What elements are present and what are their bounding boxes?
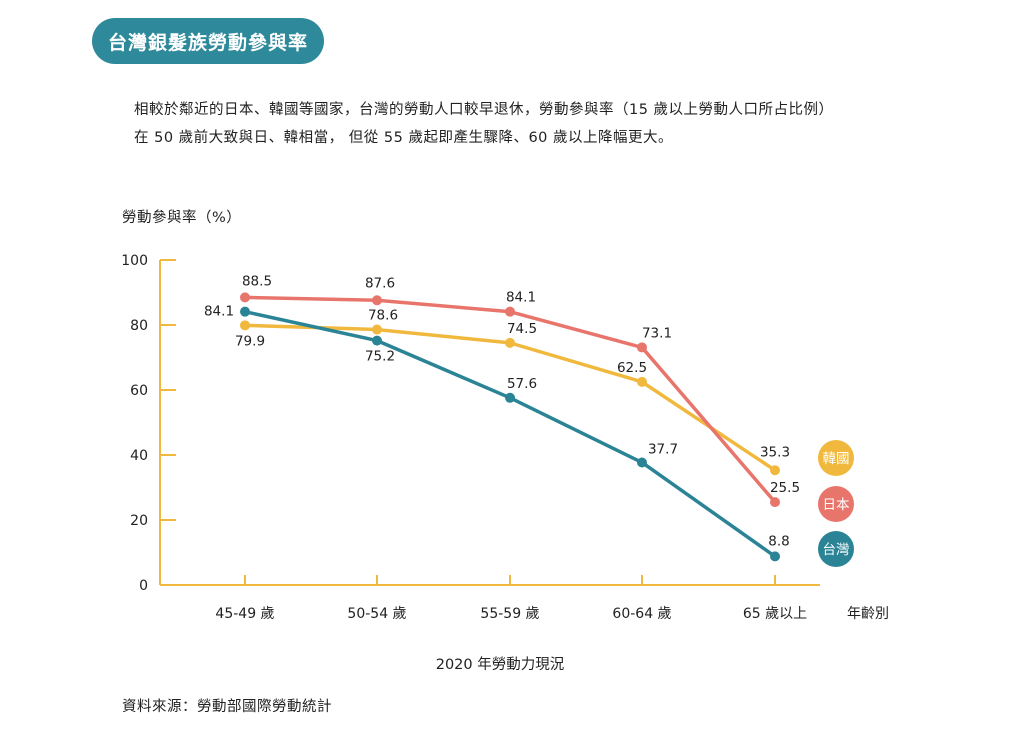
legend-label: 日本	[823, 497, 851, 513]
source-note: 資料來源：勞動部國際勞動統計	[122, 699, 332, 715]
data-point	[770, 497, 780, 508]
data-point	[240, 320, 250, 331]
data-label: 25.5	[770, 480, 800, 496]
data-point	[637, 457, 647, 468]
data-label: 84.1	[506, 290, 536, 306]
y-tick-label: 20	[130, 513, 148, 529]
data-point	[372, 335, 382, 346]
data-label: 73.1	[642, 325, 672, 341]
x-tick-label: 60-64 歲	[612, 606, 671, 622]
x-tick-label: 55-59 歲	[480, 606, 539, 622]
data-label: 88.5	[242, 273, 272, 289]
y-tick-label: 60	[130, 383, 148, 399]
data-label: 37.7	[648, 441, 678, 457]
data-label: 57.6	[507, 376, 537, 392]
y-tick-label: 0	[139, 578, 148, 594]
legend-label: 台灣	[823, 542, 850, 558]
y-axis-label: 勞動參與率（%）	[122, 210, 242, 226]
data-label: 87.6	[365, 275, 395, 291]
data-label: 8.8	[768, 533, 789, 549]
data-label: 35.3	[760, 444, 790, 460]
legend-marker	[818, 440, 854, 476]
x-axis-label: 年齡別	[847, 606, 889, 622]
data-label: 78.6	[368, 308, 398, 324]
data-label: 84.1	[204, 304, 234, 320]
data-point	[770, 551, 780, 562]
page-title: 台灣銀髮族勞動參與率	[92, 18, 324, 64]
legend-marker	[818, 531, 854, 567]
data-point	[505, 392, 515, 403]
chart-title: 2020 年勞動力現況	[436, 656, 565, 673]
legend-marker	[818, 486, 854, 522]
data-point	[637, 376, 647, 387]
x-tick-label: 45-49 歲	[215, 606, 274, 622]
legend-label: 韓國	[823, 451, 850, 467]
data-point	[505, 306, 515, 317]
data-point	[505, 337, 515, 348]
x-tick-label: 65 歲以上	[743, 606, 807, 622]
data-label: 75.2	[365, 349, 395, 365]
y-tick-label: 100	[121, 253, 148, 269]
data-label: 62.5	[617, 360, 647, 376]
data-point	[372, 324, 382, 335]
y-tick-label: 40	[130, 448, 148, 464]
data-point	[240, 292, 250, 303]
y-tick-label: 80	[130, 318, 148, 334]
x-tick-label: 50-54 歲	[347, 606, 406, 622]
data-label: 79.9	[235, 333, 265, 349]
intro-text: 相較於鄰近的日本、韓國等國家，台灣的勞動人口較早退休，勞動參與率（15 歲以上勞…	[134, 96, 914, 152]
intro-line-1: 相較於鄰近的日本、韓國等國家，台灣的勞動人口較早退休，勞動參與率（15 歲以上勞…	[134, 102, 834, 118]
series-line	[243, 309, 777, 559]
data-point	[770, 465, 780, 476]
data-label: 74.5	[507, 321, 537, 337]
data-point	[637, 342, 647, 353]
data-point	[372, 295, 382, 306]
intro-line-2: 在 50 歲前大致與日、韓相當， 但從 55 歲起即產生驟降、60 歲以上降幅更…	[134, 130, 674, 146]
data-point	[240, 306, 250, 317]
